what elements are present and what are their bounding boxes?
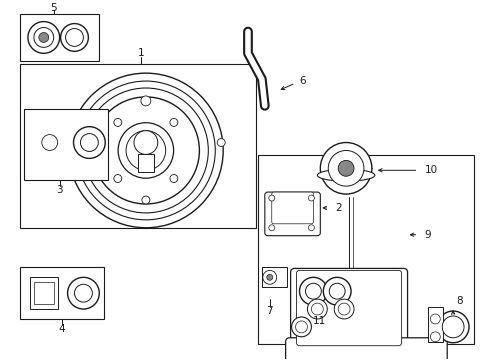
Circle shape (266, 274, 272, 280)
Circle shape (338, 160, 353, 176)
Circle shape (170, 175, 178, 183)
Text: 10: 10 (424, 165, 437, 175)
Circle shape (268, 225, 274, 231)
Circle shape (170, 118, 178, 126)
Text: 9: 9 (424, 230, 430, 240)
Bar (24, 109, 108, 180)
Circle shape (441, 316, 463, 338)
Text: 6: 6 (299, 76, 305, 86)
FancyBboxPatch shape (264, 192, 320, 236)
Circle shape (295, 321, 307, 333)
Circle shape (307, 299, 326, 319)
Circle shape (34, 28, 54, 48)
Circle shape (308, 195, 314, 201)
Circle shape (76, 81, 215, 220)
Circle shape (61, 23, 88, 51)
Text: 4: 4 (58, 324, 65, 334)
Bar (34, 282, 54, 304)
Circle shape (142, 196, 149, 204)
Bar (427, 307, 442, 342)
FancyBboxPatch shape (296, 270, 401, 346)
Circle shape (308, 225, 314, 231)
Circle shape (126, 131, 165, 170)
Circle shape (141, 96, 150, 106)
Bar (261, 267, 286, 287)
Circle shape (74, 284, 92, 302)
Circle shape (118, 123, 173, 178)
Circle shape (114, 118, 122, 126)
Circle shape (92, 97, 199, 204)
Circle shape (338, 303, 349, 315)
Circle shape (73, 127, 105, 158)
Circle shape (436, 311, 468, 343)
Circle shape (81, 134, 98, 152)
Bar (20, 267, 104, 319)
Text: 8: 8 (455, 296, 462, 306)
Circle shape (320, 143, 371, 194)
Circle shape (323, 277, 350, 305)
Circle shape (68, 73, 223, 228)
Bar (20, 14, 99, 61)
Circle shape (299, 277, 326, 305)
Circle shape (291, 317, 311, 337)
Circle shape (429, 314, 439, 324)
Circle shape (83, 88, 208, 213)
FancyBboxPatch shape (285, 338, 447, 360)
Circle shape (268, 195, 274, 201)
Bar (138, 154, 154, 172)
Circle shape (41, 135, 58, 150)
Text: 11: 11 (312, 316, 325, 326)
Text: 7: 7 (266, 306, 272, 316)
Text: 2: 2 (334, 203, 341, 213)
FancyBboxPatch shape (290, 269, 407, 357)
Circle shape (217, 139, 224, 147)
Circle shape (305, 283, 321, 299)
Text: 1: 1 (137, 48, 144, 58)
Circle shape (39, 32, 49, 42)
Circle shape (429, 332, 439, 342)
Bar (257, 156, 473, 344)
Circle shape (28, 22, 60, 53)
FancyBboxPatch shape (271, 192, 313, 224)
Circle shape (328, 283, 345, 299)
Circle shape (67, 277, 99, 309)
Circle shape (134, 131, 158, 154)
Circle shape (114, 175, 122, 183)
Circle shape (327, 150, 363, 186)
Circle shape (65, 28, 83, 46)
Circle shape (263, 270, 276, 284)
Text: 3: 3 (56, 185, 63, 195)
Bar (20, 64, 255, 228)
Circle shape (311, 303, 323, 315)
Text: 5: 5 (50, 3, 57, 13)
Circle shape (333, 299, 353, 319)
Ellipse shape (317, 169, 374, 181)
Bar (30, 277, 58, 309)
